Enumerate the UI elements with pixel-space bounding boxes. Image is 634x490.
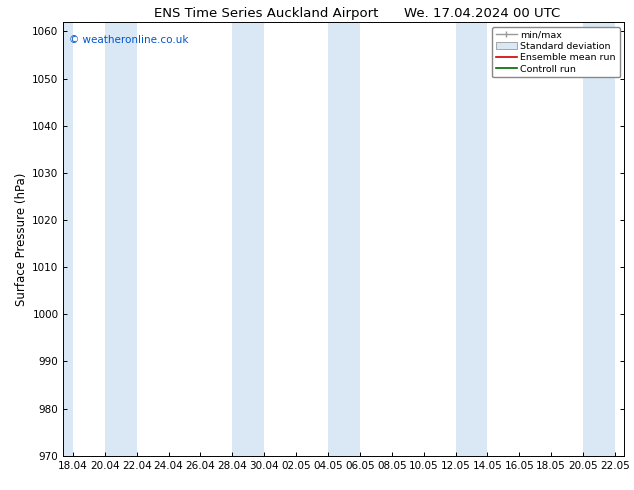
Bar bbox=[328, 22, 360, 456]
Y-axis label: Surface Pressure (hPa): Surface Pressure (hPa) bbox=[15, 172, 28, 306]
Text: © weatheronline.co.uk: © weatheronline.co.uk bbox=[69, 35, 188, 45]
Bar bbox=[63, 22, 73, 456]
Bar bbox=[105, 22, 137, 456]
Bar bbox=[583, 22, 615, 456]
Text: ENS Time Series Auckland Airport: ENS Time Series Auckland Airport bbox=[154, 7, 378, 21]
Text: We. 17.04.2024 00 UTC: We. 17.04.2024 00 UTC bbox=[404, 7, 560, 21]
Legend: min/max, Standard deviation, Ensemble mean run, Controll run: min/max, Standard deviation, Ensemble me… bbox=[492, 27, 620, 77]
Bar bbox=[233, 22, 264, 456]
Bar bbox=[455, 22, 488, 456]
